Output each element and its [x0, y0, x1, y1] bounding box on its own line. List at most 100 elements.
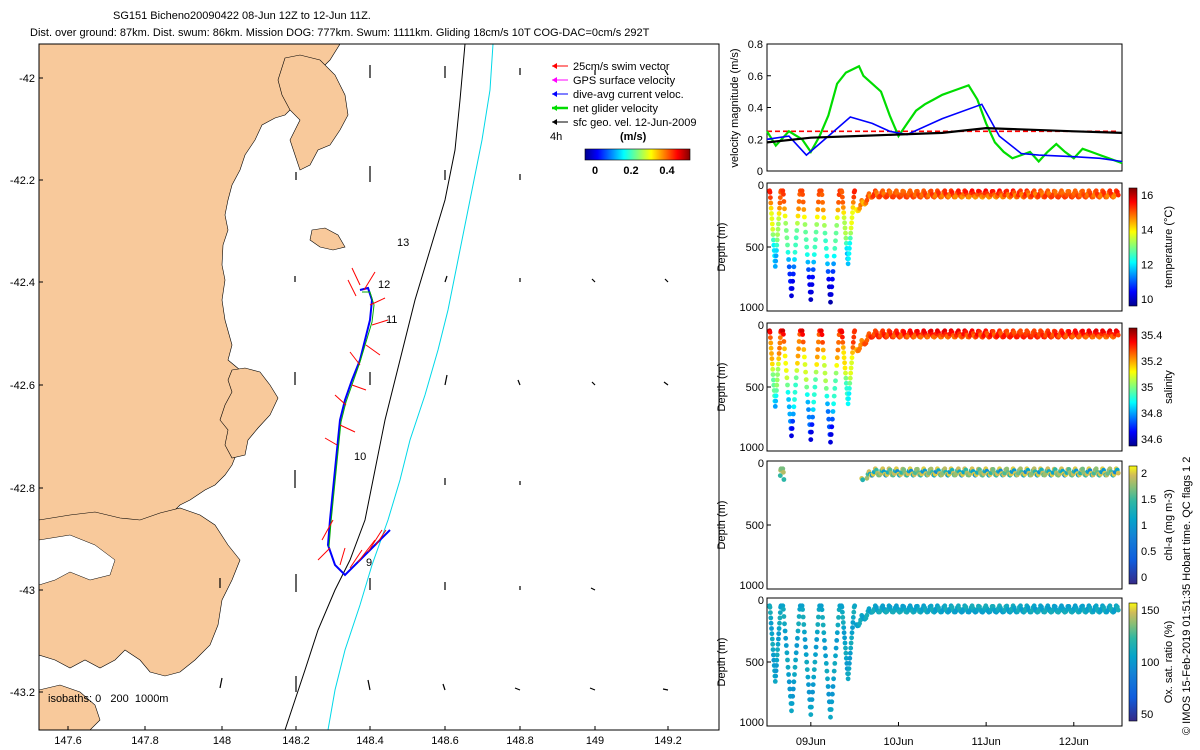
data-point — [801, 207, 807, 212]
data-point — [829, 424, 835, 430]
data-point — [804, 384, 810, 390]
speed-colorbar — [584, 148, 691, 161]
data-point — [774, 237, 780, 243]
map-x-tick-label: 147.6 — [54, 735, 82, 747]
data-point — [782, 353, 788, 359]
data-point — [803, 369, 808, 375]
data-point — [842, 360, 847, 366]
data-point — [790, 693, 796, 699]
data-point — [833, 378, 838, 384]
data-point — [814, 637, 820, 642]
data-point — [823, 246, 829, 251]
data-point — [842, 365, 848, 371]
data-point — [829, 284, 835, 290]
data-point — [824, 668, 830, 674]
velocity-series-net — [766, 64, 1123, 165]
data-point — [848, 645, 854, 651]
speed-colorbar-tick: 0.4 — [659, 165, 675, 177]
data-point — [795, 635, 800, 641]
data-point — [806, 682, 811, 687]
data-point — [777, 195, 783, 201]
data-point — [839, 189, 845, 195]
data-point — [775, 372, 780, 377]
data-point — [783, 228, 789, 233]
data-point — [784, 650, 790, 656]
date-tick-label: 12Jun — [1059, 736, 1089, 748]
depth-plot-frame — [766, 460, 1123, 590]
figure-title-line2: Dist. over ground: 87km. Dist. swum: 86k… — [30, 27, 650, 39]
data-point — [843, 650, 849, 656]
data-point — [769, 211, 774, 216]
colorbar-label: salinity — [1163, 370, 1175, 404]
data-point — [792, 389, 798, 395]
data-point — [805, 674, 811, 680]
data-point — [824, 393, 830, 399]
data-point — [825, 676, 830, 682]
data-point — [792, 257, 797, 262]
velocity-series-geo — [766, 126, 1123, 144]
data-point — [777, 205, 782, 211]
data-point — [776, 221, 781, 227]
speed-colorbar-tick: 0.2 — [623, 165, 638, 177]
data-point — [769, 361, 775, 367]
data-point — [803, 644, 808, 650]
data-point — [835, 207, 841, 213]
data-point — [769, 626, 774, 631]
colorbar-tick: 1 — [1141, 520, 1147, 532]
data-point — [847, 661, 852, 666]
data-point — [831, 393, 837, 399]
data-point — [841, 630, 847, 636]
data-point — [777, 610, 783, 615]
data-point — [803, 377, 809, 382]
data-point — [847, 386, 852, 391]
data-point — [794, 643, 800, 648]
data-point — [819, 607, 825, 613]
data-point — [812, 384, 818, 390]
data-point — [791, 679, 797, 685]
data-point — [864, 475, 870, 481]
data-point — [830, 269, 836, 274]
depth-y-tick: 1000 — [740, 302, 764, 314]
data-point — [804, 252, 810, 257]
data-point — [792, 397, 797, 402]
land-schouten-island — [309, 227, 346, 251]
legend-arrowhead — [552, 105, 557, 111]
data-point — [781, 469, 786, 475]
data-point — [825, 409, 831, 414]
data-point — [796, 199, 802, 204]
data-point — [768, 620, 774, 626]
data-point — [850, 350, 855, 355]
data-point — [769, 356, 775, 362]
data-point — [834, 630, 840, 636]
velocity-series-dac — [766, 103, 1123, 163]
depth-ylabel: Depth (m) — [716, 363, 728, 412]
data-point — [769, 631, 775, 637]
data-point — [814, 214, 820, 220]
map-y-tick-label: -43 — [19, 585, 35, 597]
data-point — [826, 691, 832, 697]
depth-y-tick: 0 — [758, 320, 764, 332]
data-point — [796, 621, 801, 627]
data-point — [787, 271, 793, 277]
data-point — [776, 361, 781, 367]
data-point — [777, 615, 783, 621]
data-point — [800, 199, 806, 205]
data-point — [806, 274, 812, 280]
land-inland-water — [39, 534, 116, 586]
data-point — [791, 264, 797, 270]
map-y-tick-label: -42.8 — [10, 483, 35, 495]
data-point — [814, 354, 820, 360]
depth-colorbar — [1128, 602, 1138, 722]
data-point — [767, 604, 773, 610]
data-point — [775, 641, 781, 647]
depth-y-tick: 1000 — [740, 717, 764, 729]
data-point — [834, 355, 840, 361]
data-point — [840, 345, 846, 350]
data-point — [848, 370, 854, 376]
depth-panel-4: 0 500 1000 Depth (m) 50 100 150 Ox. sat. ratio … — [716, 595, 1175, 729]
data-point — [796, 206, 801, 212]
data-point — [770, 366, 776, 372]
geo-velocity-arrows — [219, 65, 669, 692]
data-point — [849, 630, 855, 636]
